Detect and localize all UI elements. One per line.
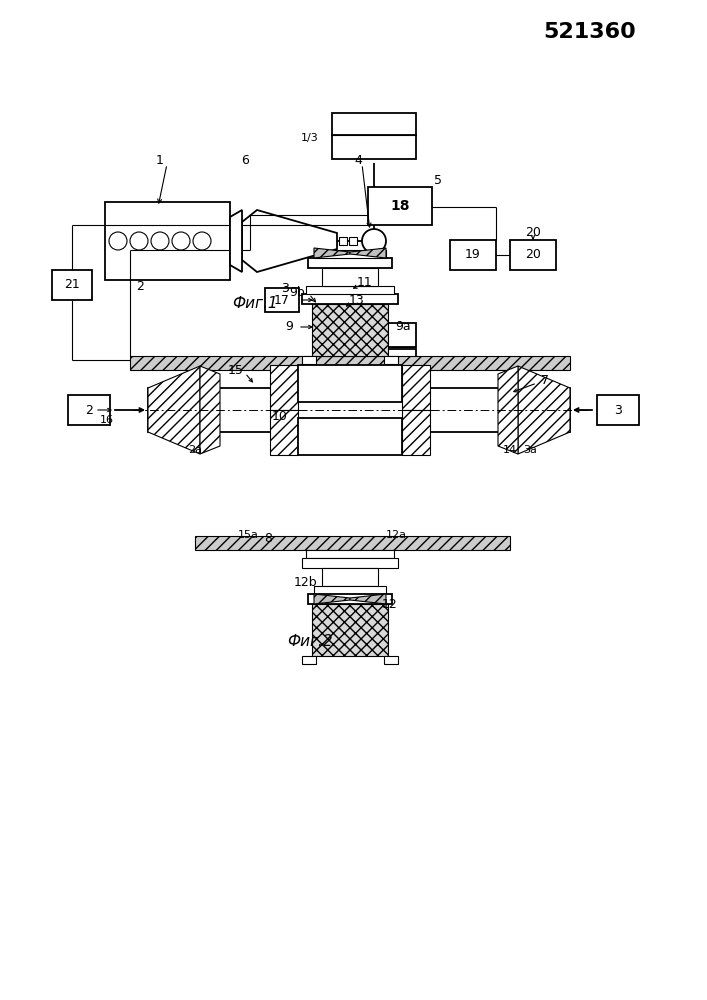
Bar — [308, 594, 392, 604]
Text: 15: 15 — [228, 363, 244, 376]
Text: 10: 10 — [272, 410, 288, 424]
Bar — [368, 187, 432, 225]
Bar — [402, 365, 430, 410]
Bar — [105, 202, 230, 280]
Polygon shape — [350, 594, 386, 604]
Bar — [68, 395, 110, 425]
Bar — [322, 268, 378, 286]
Bar — [450, 240, 496, 270]
Text: 8: 8 — [264, 532, 272, 544]
Bar — [332, 323, 416, 347]
Text: 20: 20 — [525, 226, 541, 238]
Polygon shape — [148, 366, 200, 454]
Polygon shape — [498, 366, 518, 454]
Bar — [332, 349, 416, 371]
Bar — [298, 365, 402, 402]
Bar — [302, 558, 398, 568]
Bar — [312, 304, 388, 356]
Text: 14: 14 — [503, 445, 517, 455]
Text: 9a: 9a — [395, 320, 411, 334]
Text: 2: 2 — [85, 403, 93, 416]
Text: 1/3: 1/3 — [301, 133, 319, 143]
Text: 521360: 521360 — [544, 22, 636, 42]
Text: 12: 12 — [382, 598, 398, 611]
Text: 19: 19 — [465, 248, 481, 261]
Bar — [314, 250, 386, 258]
Circle shape — [109, 232, 127, 250]
Text: 1: 1 — [156, 153, 164, 166]
Bar — [265, 288, 299, 312]
Text: 20: 20 — [525, 248, 541, 261]
Text: 9b: 9b — [289, 286, 305, 298]
Bar — [195, 536, 510, 550]
Text: 5: 5 — [434, 174, 442, 186]
Circle shape — [151, 232, 169, 250]
Polygon shape — [518, 366, 570, 454]
Circle shape — [130, 232, 148, 250]
Bar — [332, 113, 416, 135]
Circle shape — [362, 229, 386, 253]
Bar — [306, 286, 394, 294]
Text: Фиг.1: Фиг.1 — [232, 296, 278, 312]
Bar — [312, 604, 388, 656]
Bar — [597, 395, 639, 425]
Text: 7: 7 — [541, 373, 549, 386]
Text: 15a: 15a — [238, 530, 259, 540]
Polygon shape — [314, 594, 350, 604]
Text: 13: 13 — [349, 294, 365, 306]
Text: 12a: 12a — [385, 530, 407, 540]
Text: 18: 18 — [390, 199, 410, 213]
Polygon shape — [200, 366, 220, 454]
Bar — [52, 270, 92, 300]
Circle shape — [193, 232, 211, 250]
Bar — [270, 365, 298, 410]
Text: 16: 16 — [100, 415, 114, 425]
Bar — [384, 356, 398, 364]
Bar — [302, 656, 316, 664]
Bar — [302, 356, 316, 364]
Text: 2: 2 — [136, 280, 144, 294]
Bar — [298, 418, 402, 455]
Polygon shape — [350, 248, 386, 258]
Text: 3: 3 — [281, 282, 289, 294]
Text: 4: 4 — [354, 153, 362, 166]
Text: 9: 9 — [285, 320, 293, 334]
Polygon shape — [314, 248, 350, 258]
Text: Фиг.2: Фиг.2 — [287, 635, 333, 650]
Text: 6: 6 — [241, 153, 249, 166]
Text: 12b: 12b — [293, 576, 317, 588]
Text: 21: 21 — [64, 278, 80, 292]
Bar — [148, 388, 570, 432]
Bar — [308, 258, 392, 268]
Polygon shape — [230, 210, 242, 272]
Polygon shape — [242, 210, 337, 272]
Bar — [384, 656, 398, 664]
Bar — [314, 586, 386, 594]
Bar — [302, 294, 398, 304]
Bar — [510, 240, 556, 270]
Bar — [306, 550, 394, 558]
Circle shape — [172, 232, 190, 250]
Bar — [130, 356, 570, 370]
Bar — [349, 237, 357, 245]
Text: 17: 17 — [274, 294, 290, 306]
Text: 3a: 3a — [523, 445, 537, 455]
Text: 2a: 2a — [188, 445, 202, 455]
Bar — [332, 135, 416, 159]
Bar — [339, 237, 347, 245]
Text: 11: 11 — [357, 275, 373, 288]
Text: 3: 3 — [614, 403, 622, 416]
Bar — [270, 410, 298, 455]
Bar — [322, 568, 378, 586]
Bar — [402, 410, 430, 455]
